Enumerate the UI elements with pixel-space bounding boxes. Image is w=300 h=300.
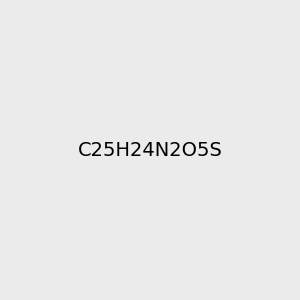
Text: C25H24N2O5S: C25H24N2O5S xyxy=(78,140,222,160)
